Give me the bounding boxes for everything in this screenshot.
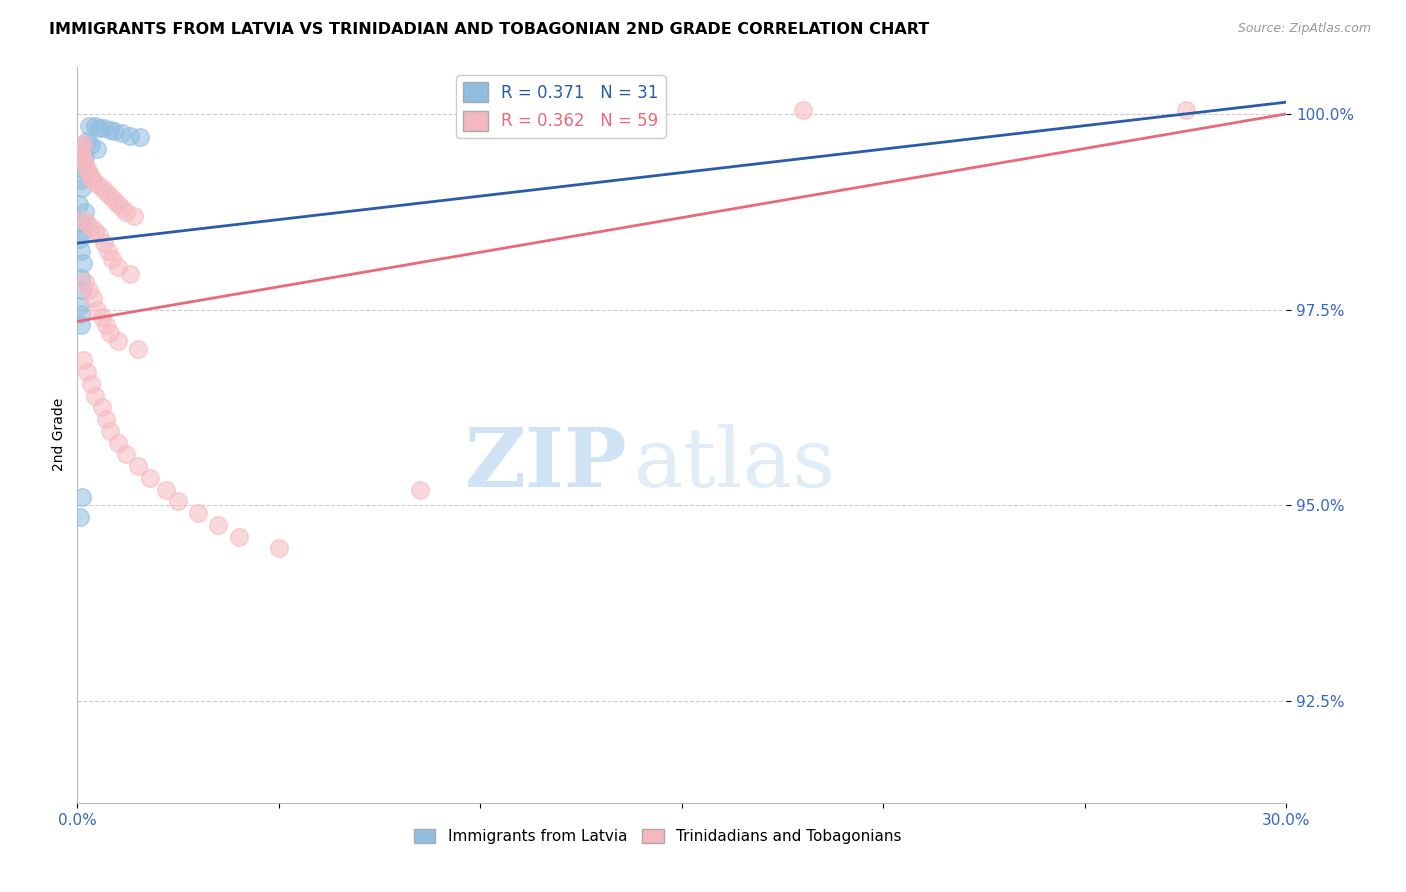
- Point: [75, 158, 97, 172]
- Point: [84, 389, 107, 403]
- Point: [69, 271, 91, 285]
- Point: [111, 201, 134, 215]
- Point: [114, 204, 136, 219]
- Point: [69, 173, 91, 187]
- Point: [72, 153, 94, 167]
- Point: [155, 483, 177, 497]
- Point: [94, 318, 117, 333]
- Point: [69, 232, 91, 246]
- Point: [86, 302, 108, 317]
- Point: [118, 268, 141, 282]
- Point: [82, 291, 104, 305]
- Y-axis label: 2nd Grade: 2nd Grade: [52, 398, 66, 472]
- Point: [70, 491, 93, 505]
- Point: [73, 204, 96, 219]
- Point: [69, 299, 91, 313]
- Point: [94, 185, 117, 199]
- Point: [75, 150, 97, 164]
- Point: [70, 224, 93, 238]
- Point: [127, 342, 149, 356]
- Point: [107, 435, 129, 450]
- Point: [167, 494, 190, 508]
- Point: [72, 255, 94, 269]
- Point: [128, 130, 150, 145]
- Point: [107, 260, 129, 274]
- Text: atlas: atlas: [634, 425, 835, 504]
- Point: [80, 169, 103, 184]
- Point: [67, 197, 90, 211]
- Point: [89, 228, 111, 243]
- Point: [69, 146, 91, 161]
- Point: [72, 161, 94, 176]
- Point: [98, 424, 121, 438]
- Text: IMMIGRANTS FROM LATVIA VS TRINIDADIAN AND TOBAGONIAN 2ND GRADE CORRELATION CHART: IMMIGRANTS FROM LATVIA VS TRINIDADIAN AN…: [49, 22, 929, 37]
- Point: [80, 138, 103, 153]
- Point: [82, 173, 104, 187]
- Point: [792, 103, 814, 117]
- Point: [80, 220, 103, 235]
- Point: [86, 178, 108, 192]
- Point: [89, 120, 111, 135]
- Point: [80, 376, 103, 391]
- Point: [75, 275, 97, 289]
- Point: [96, 244, 118, 258]
- Point: [94, 412, 117, 426]
- Point: [70, 283, 93, 297]
- Point: [79, 119, 101, 133]
- Point: [228, 530, 250, 544]
- Point: [114, 447, 136, 461]
- Legend: Immigrants from Latvia, Trinidadians and Tobagonians: Immigrants from Latvia, Trinidadians and…: [408, 823, 908, 850]
- Point: [70, 140, 93, 154]
- Point: [90, 401, 112, 415]
- Point: [90, 181, 112, 195]
- Point: [139, 471, 162, 485]
- Point: [79, 165, 101, 179]
- Point: [76, 217, 98, 231]
- Point: [76, 161, 98, 176]
- Text: ZIP: ZIP: [465, 425, 627, 504]
- Point: [103, 193, 125, 207]
- Point: [76, 365, 98, 379]
- Point: [76, 134, 98, 148]
- Point: [72, 212, 94, 227]
- Point: [69, 318, 91, 333]
- Point: [72, 136, 94, 151]
- Point: [93, 120, 115, 135]
- Point: [107, 334, 129, 348]
- Point: [122, 209, 145, 223]
- Point: [118, 128, 141, 143]
- Point: [103, 124, 125, 138]
- Point: [90, 310, 112, 325]
- Point: [70, 153, 93, 168]
- Point: [79, 283, 101, 297]
- Point: [98, 326, 121, 340]
- Point: [409, 483, 432, 497]
- Point: [111, 127, 134, 141]
- Point: [187, 506, 209, 520]
- Text: Source: ZipAtlas.com: Source: ZipAtlas.com: [1237, 22, 1371, 36]
- Point: [86, 142, 108, 156]
- Point: [98, 189, 121, 203]
- Point: [127, 459, 149, 474]
- Point: [1174, 103, 1197, 117]
- Point: [84, 224, 107, 238]
- Point: [84, 119, 107, 133]
- Point: [72, 353, 94, 368]
- Point: [70, 244, 93, 258]
- Point: [69, 510, 91, 524]
- Point: [267, 541, 290, 556]
- Point: [70, 306, 93, 320]
- Point: [70, 150, 93, 164]
- Point: [67, 142, 90, 156]
- Point: [100, 252, 122, 266]
- Point: [69, 217, 91, 231]
- Point: [98, 122, 121, 136]
- Point: [93, 235, 115, 250]
- Point: [207, 517, 229, 532]
- Point: [107, 197, 129, 211]
- Point: [70, 181, 93, 195]
